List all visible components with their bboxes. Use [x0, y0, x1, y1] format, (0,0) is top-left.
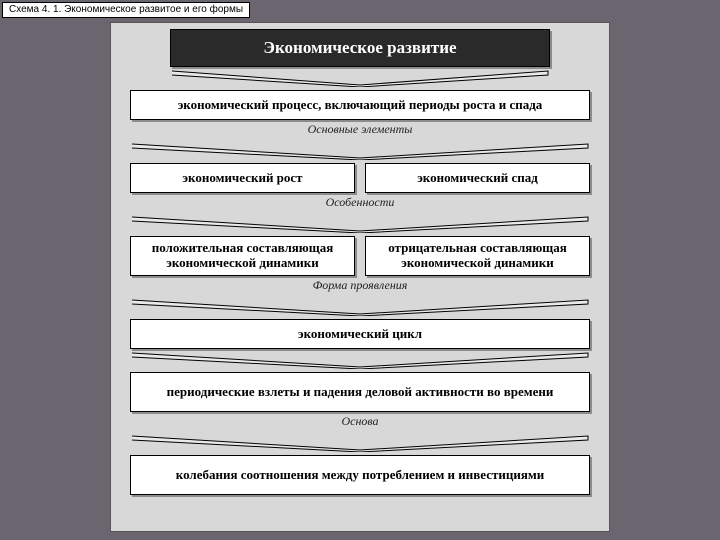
- negative-box: отрицательная составляющая экономической…: [365, 236, 590, 276]
- form-label: Форма проявления: [313, 278, 408, 293]
- negative-text: отрицательная составляющая экономической…: [372, 241, 583, 271]
- features-label: Особенности: [326, 195, 395, 210]
- growth-box: экономический рост: [130, 163, 355, 193]
- fluct-box: колебания соотношения между потреблением…: [130, 455, 590, 495]
- chevron-icon: [130, 298, 590, 316]
- chevron-icon: [130, 142, 590, 160]
- elements-label: Основные элементы: [308, 122, 413, 137]
- chevron-icon: [130, 215, 590, 233]
- title-text: Экономическое развитие: [263, 38, 456, 58]
- periodic-text: периодические взлеты и падения деловой а…: [167, 385, 554, 400]
- process-box: экономический процесс, включающий период…: [130, 90, 590, 120]
- title-box: Экономическое развитие: [170, 29, 550, 67]
- cycle-box: экономический цикл: [130, 319, 590, 349]
- caption-text: Схема 4. 1. Экономическое развитое и его…: [9, 4, 243, 15]
- positive-box: положительная составляющая экономической…: [130, 236, 355, 276]
- periodic-box: периодические взлеты и падения деловой а…: [130, 372, 590, 412]
- chevron-icon: [170, 69, 550, 87]
- fluct-text: колебания соотношения между потреблением…: [176, 468, 544, 483]
- chevron-icon: [130, 351, 590, 369]
- caption-bar: Схема 4. 1. Экономическое развитое и его…: [2, 2, 250, 18]
- growth-text: экономический рост: [182, 171, 302, 186]
- elements-pair: экономический рост экономический спад: [130, 163, 590, 193]
- features-pair: положительная составляющая экономической…: [130, 236, 590, 276]
- positive-text: положительная составляющая экономической…: [137, 241, 348, 271]
- diagram-panel: Экономическое развитие экономический про…: [110, 22, 610, 532]
- cycle-text: экономический цикл: [298, 327, 422, 342]
- process-text: экономический процесс, включающий период…: [178, 98, 543, 113]
- basis-label: Основа: [341, 414, 378, 429]
- decline-box: экономический спад: [365, 163, 590, 193]
- chevron-icon: [130, 434, 590, 452]
- decline-text: экономический спад: [417, 171, 538, 186]
